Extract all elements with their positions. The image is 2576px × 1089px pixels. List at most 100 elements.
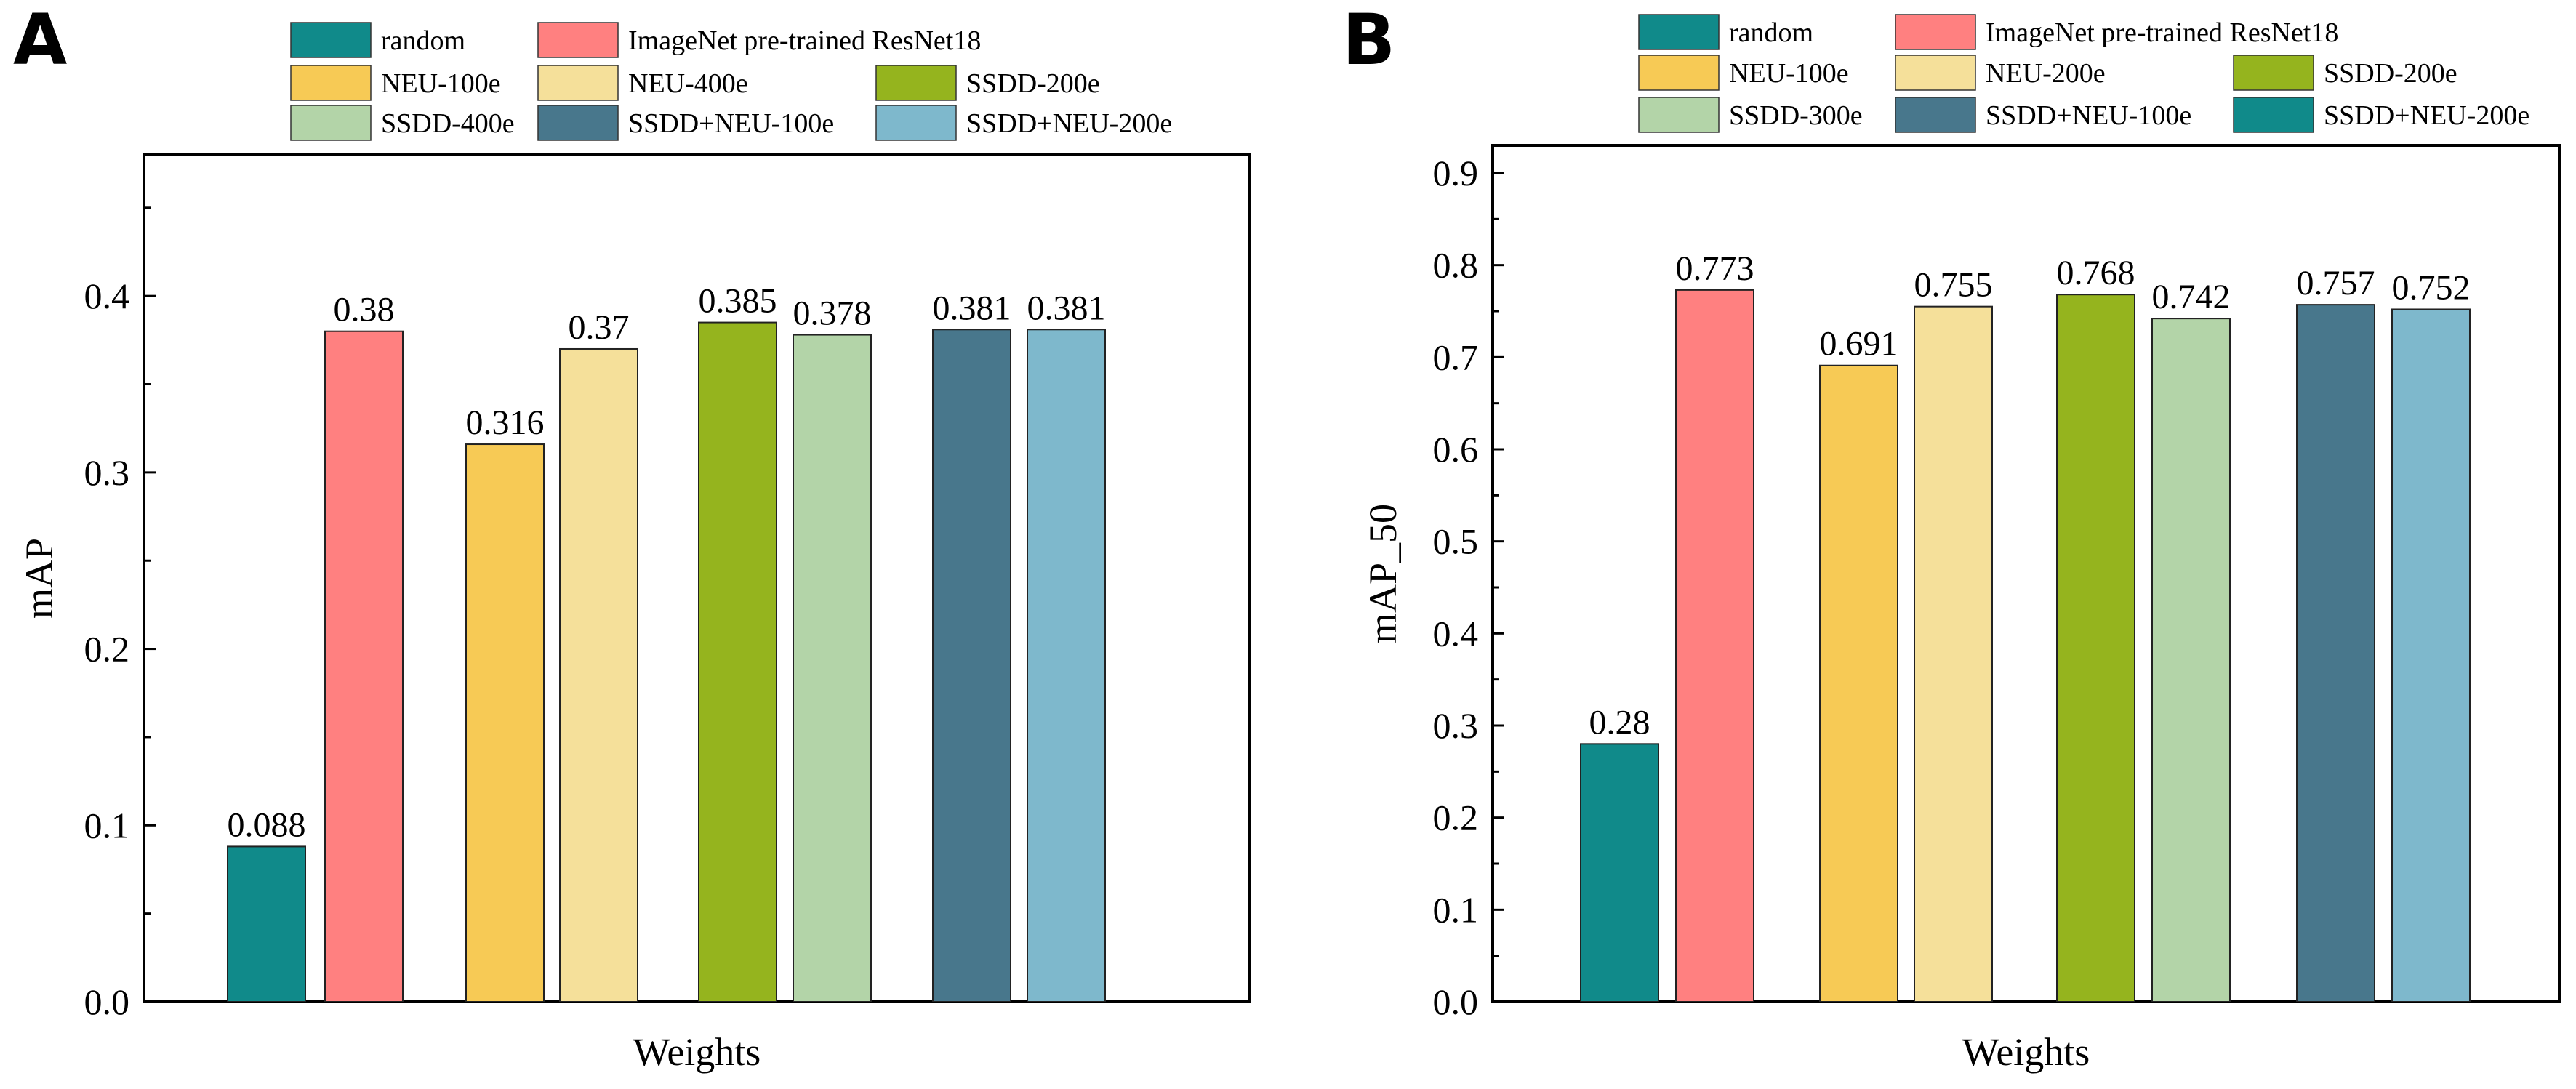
data-label: 0.28 (1589, 703, 1650, 742)
y-axis-title: mAP_50 (1361, 504, 1405, 643)
legend-label: random (381, 25, 465, 56)
legend-item: ImageNet pre-trained ResNet18 (1895, 14, 2338, 50)
legend-swatch (875, 65, 957, 101)
data-label: 0.316 (466, 403, 545, 442)
legend-swatch (1895, 55, 1976, 91)
panel-letter: B (1342, 0, 1395, 81)
bars: 0.28 0.773 0.691 0.755 0.768 0.742 0.757 0.752 (1580, 249, 2471, 1003)
y-tick-label: 0.3 (84, 452, 130, 493)
legend-label: SSDD-200e (2324, 58, 2457, 89)
legend-item: SSDD+NEU-200e (2233, 97, 2529, 133)
y-tick-label: 0.8 (1433, 245, 1479, 286)
y-axis-title: mAP (17, 538, 61, 619)
data-label: 0.742 (2152, 278, 2231, 316)
bar (793, 334, 872, 1002)
data-label: 0.37 (569, 308, 630, 347)
data-label: 0.773 (1676, 249, 1754, 288)
legend-label: NEU-100e (1729, 58, 1849, 89)
bar (1914, 305, 1993, 1002)
legend-item: SSDD-300e (1638, 97, 1863, 133)
bar (1027, 329, 1106, 1002)
legend-item: ImageNet pre-trained ResNet18 (537, 22, 981, 58)
data-label: 0.757 (2297, 264, 2375, 302)
legend-swatch (537, 22, 619, 58)
legend-item: SSDD+NEU-200e (875, 105, 1172, 141)
legend-label: NEU-400e (628, 68, 748, 99)
legend-item: SSDD+NEU-100e (1895, 97, 2191, 133)
y-tick-label: 0.5 (1433, 521, 1479, 562)
legend-item: NEU-100e (1638, 55, 1849, 91)
legend-item: random (290, 22, 465, 58)
legend-label: SSDD+NEU-200e (2324, 100, 2529, 131)
legend-item: SSDD-200e (2233, 55, 2457, 91)
y-tick-label: 0.2 (84, 629, 130, 670)
y-tick-label: 0.2 (1433, 797, 1479, 838)
y-tick-label: 0.4 (84, 276, 130, 316)
legend-item: NEU-100e (290, 65, 501, 101)
legend-item: SSDD-200e (875, 65, 1100, 101)
data-label: 0.691 (1820, 325, 1898, 363)
panel-letter: A (13, 0, 67, 81)
legend-label: SSDD-300e (1729, 100, 1863, 131)
y-axis: 0.0 0.1 0.2 0.3 0.4 (84, 206, 156, 1022)
y-tick-label: 0.4 (1433, 613, 1479, 654)
y-axis: 0.0 0.1 0.2 0.3 0.4 0.5 0.6 0.7 0.8 0.9 (1433, 153, 1504, 1022)
legend-label: NEU-100e (381, 68, 501, 99)
y-tick-label: 0.3 (1433, 705, 1479, 746)
legend-swatch (290, 65, 372, 101)
bar (2056, 294, 2135, 1002)
plot-frame (1491, 144, 2561, 1003)
data-label: 0.38 (334, 291, 395, 329)
y-tick-label: 0.1 (84, 805, 130, 845)
x-axis-title: Weights (1962, 1030, 2090, 1074)
bar (465, 443, 545, 1002)
legend-label: SSDD-200e (966, 68, 1100, 99)
legend: random ImageNet pre-trained ResNet18 NEU-1… (1638, 14, 2529, 133)
legend-swatch (2233, 55, 2314, 91)
bar (2151, 318, 2231, 1002)
data-label: 0.385 (699, 282, 777, 321)
bar (227, 845, 306, 1002)
y-tick-label: 0.7 (1433, 337, 1479, 377)
bar (698, 321, 777, 1002)
legend-label: SSDD-400e (381, 108, 515, 139)
legend-swatch (875, 105, 957, 141)
bar (1675, 289, 1754, 1003)
legend-swatch (1638, 55, 1720, 91)
legend-swatch (290, 105, 372, 141)
legend-item: NEU-400e (537, 65, 748, 101)
legend-label: SSDD+NEU-100e (628, 108, 834, 139)
bars: 0.088 0.38 0.316 0.37 0.385 0.378 0.381 0.381 (227, 282, 1106, 1003)
y-tick-label: 0.6 (1433, 429, 1479, 470)
legend-label: ImageNet pre-trained ResNet18 (628, 25, 981, 56)
bar (932, 329, 1011, 1002)
x-axis-title: Weights (633, 1030, 761, 1074)
bar (1819, 364, 1898, 1002)
plot-frame (143, 153, 1251, 1003)
y-tick-label: 0.1 (1433, 889, 1479, 930)
data-label: 0.755 (1914, 266, 1993, 305)
legend-label: ImageNet pre-trained ResNet18 (1986, 17, 2338, 48)
y-tick-label: 0.9 (1433, 153, 1479, 193)
bar (2296, 304, 2375, 1002)
data-label: 0.768 (2057, 254, 2135, 292)
legend-swatch (2233, 97, 2314, 133)
legend-swatch (1895, 14, 1976, 50)
bar (1580, 743, 1659, 1002)
data-label: 0.381 (933, 289, 1011, 327)
bar (324, 330, 404, 1003)
legend-item: SSDD-400e (290, 105, 515, 141)
legend-swatch (1638, 97, 1720, 133)
legend-label: SSDD+NEU-100e (1986, 100, 2191, 131)
legend: random ImageNet pre-trained ResNet18 NEU-1… (290, 22, 1172, 141)
data-label: 0.378 (793, 294, 872, 333)
legend-swatch (1895, 97, 1976, 133)
legend-label: random (1729, 17, 1813, 48)
legend-label: SSDD+NEU-200e (966, 108, 1172, 139)
legend-swatch (537, 105, 619, 141)
legend-label: NEU-200e (1986, 58, 2106, 89)
data-label: 0.752 (2392, 268, 2471, 307)
